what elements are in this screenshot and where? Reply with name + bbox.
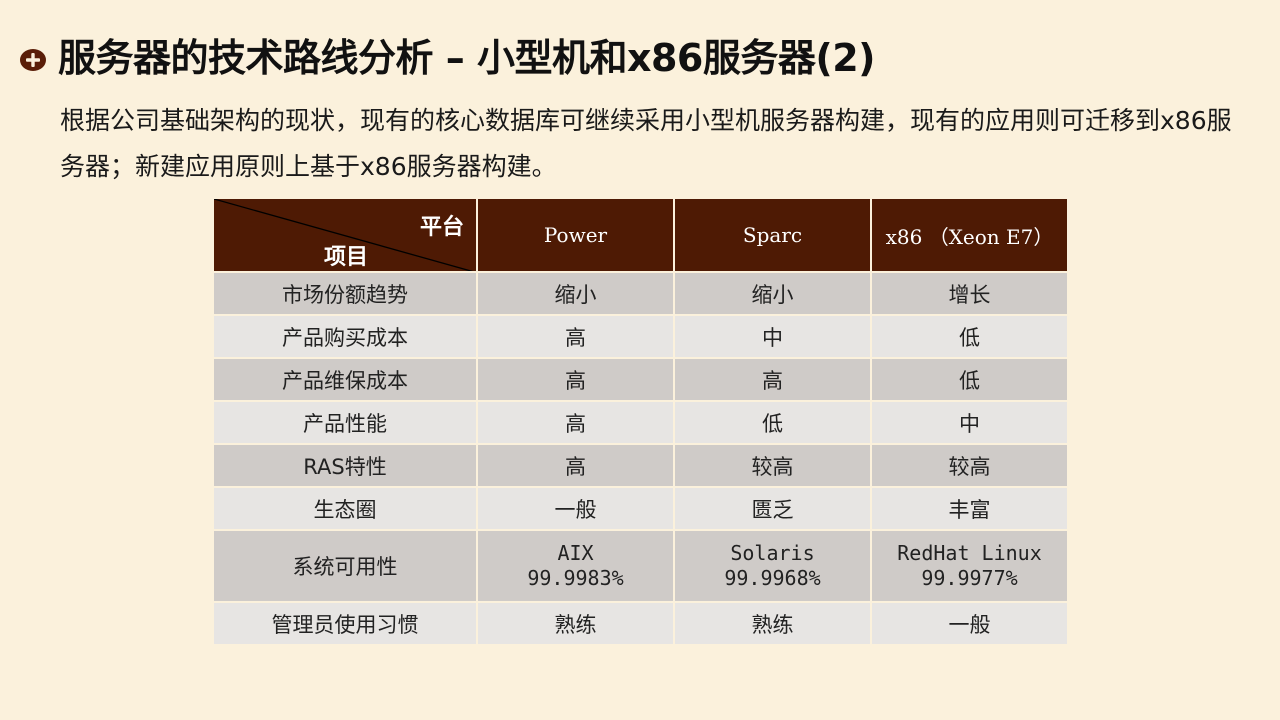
cell-text: 熟练 [554,612,597,637]
cell-text: 高 [565,368,586,393]
table-cell: 低 [673,400,872,445]
cell-text: 99.9977% [921,566,1018,590]
table-cell: 高 [476,400,675,445]
table-cell: 高 [476,314,675,359]
cell-text: 增长 [948,282,991,307]
table-row: 生态圈 一般 匮乏 丰富 [212,486,1069,531]
table-cell: 熟练 [673,601,872,646]
cell-text: 一般 [554,497,597,522]
corner-header-cell: 平台 项目 [212,197,478,273]
table-cell: 匮乏 [673,486,872,531]
cell-text: 熟练 [751,612,794,637]
table-cell: RedHat Linux 99.9977% [870,529,1069,603]
cell-text: 匮乏 [751,497,794,522]
cell-text: 高 [762,368,783,393]
table-cell: 缩小 [476,271,675,316]
cell-text: 99.9968% [724,566,821,590]
row-label: 产品购买成本 [212,314,478,359]
table-cell: 丰富 [870,486,1069,531]
cell-text: 99.9983% [527,566,624,590]
table-cell: 低 [870,357,1069,402]
table-cell: Solaris 99.9968% [673,529,872,603]
row-label: 生态圈 [212,486,478,531]
row-label: 产品性能 [212,400,478,445]
row-label: 管理员使用习惯 [212,601,478,646]
table-row: 产品维保成本 高 高 低 [212,357,1069,402]
table-cell: 增长 [870,271,1069,316]
table-cell: 中 [870,400,1069,445]
table-row: 市场份额趋势 缩小 缩小 增长 [212,271,1069,316]
cell-text: 缩小 [554,282,597,307]
cell-text: 一般 [948,612,991,637]
cell-text: 较高 [751,454,794,479]
cell-text: 较高 [948,454,991,479]
cell-text: 中 [762,325,783,350]
comparison-table-container: 平台 项目 Power Sparc x86 （Xeon E7） 市场份额趋势 缩小… [212,197,1069,646]
table-header-row: 平台 项目 Power Sparc x86 （Xeon E7） [212,197,1069,273]
column-header-sparc: Sparc [673,197,872,273]
table-cell: 较高 [870,443,1069,488]
cell-text: 低 [762,411,783,436]
column-header-power: Power [476,197,675,273]
column-header-x86: x86 （Xeon E7） [870,197,1069,273]
corner-item-label: 项目 [324,245,369,270]
cell-text: 高 [565,325,586,350]
table-row: 管理员使用习惯 熟练 熟练 一般 [212,601,1069,646]
cell-text: 中 [959,411,980,436]
row-label: 产品维保成本 [212,357,478,402]
table-cell: AIX 99.9983% [476,529,675,603]
cell-text: 高 [565,454,586,479]
diagonal-line [215,200,470,270]
table-cell: 低 [870,314,1069,359]
cell-text: 高 [565,411,586,436]
table-cell: 一般 [870,601,1069,646]
comparison-table: 平台 项目 Power Sparc x86 （Xeon E7） 市场份额趋势 缩小… [212,197,1069,646]
table-cell: 缩小 [673,271,872,316]
plus-circle-icon [20,49,46,71]
table-row: 系统可用性 AIX 99.9983% Solaris 99.9968% RedHat Li… [212,529,1069,603]
corner-platform-label: 平台 [419,215,464,240]
table-cell: 较高 [673,443,872,488]
cell-text: 丰富 [948,497,991,522]
cell-text: 低 [959,325,980,350]
cell-text: 低 [959,368,980,393]
table-cell: 中 [673,314,872,359]
table-row: RAS特性 高 较高 较高 [212,443,1069,488]
table-cell: 熟练 [476,601,675,646]
table-cell: 一般 [476,486,675,531]
table-row: 产品性能 高 低 中 [212,400,1069,445]
page-subtitle: 根据公司基础架构的现状，现有的核心数据库可继续采用小型机服务器构建，现有的应用则… [60,106,1232,181]
row-label: 市场份额趋势 [212,271,478,316]
table-cell: 高 [476,357,675,402]
table-row: 产品购买成本 高 中 低 [212,314,1069,359]
page-title: 服务器的技术路线分析 – 小型机和x86服务器(2) [58,36,876,80]
cell-text: AIX [557,541,594,565]
cell-text: RedHat Linux [897,541,1042,565]
row-label: 系统可用性 [212,529,478,603]
cell-text: Solaris [730,541,815,565]
cell-text: 缩小 [751,282,794,307]
table-cell: 高 [476,443,675,488]
row-label: RAS特性 [212,443,478,488]
table-cell: 高 [673,357,872,402]
